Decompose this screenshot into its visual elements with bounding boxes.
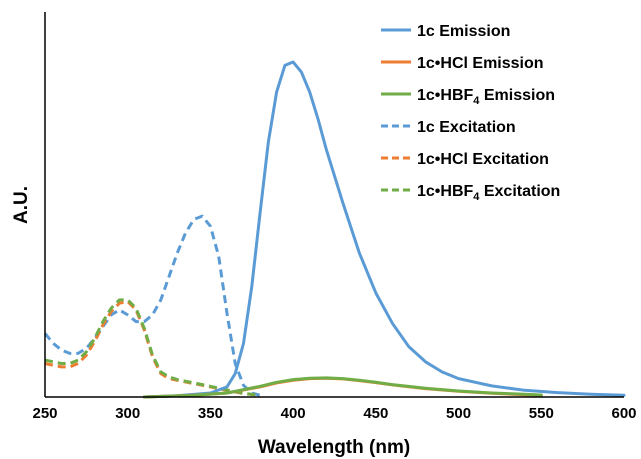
x-tick-label-450: 450: [363, 405, 388, 422]
x-tick-label-600: 600: [611, 405, 636, 422]
series-line-1c-hbf4-emission: [142, 376, 543, 399]
x-tick-label-550: 550: [529, 405, 554, 422]
x-tick-label-300: 300: [115, 405, 140, 422]
x-tick-label-500: 500: [446, 405, 471, 422]
x-axis-title: Wavelength (nm): [258, 437, 410, 458]
legend-label-1c-hcl-excitation: 1c•HCl Excitation: [417, 151, 549, 168]
x-tick-label-250: 250: [32, 405, 57, 422]
legend-label-1c-hbf4-excitation: 1c•HBF4 Excitation: [417, 183, 560, 203]
legend: 1c Emission 1c•HCl Emission 1c•HBF4 Emissi…: [381, 23, 560, 203]
legend-item-1c-hcl-excitation: 1c•HCl Excitation: [381, 151, 549, 168]
x-tick-label-350: 350: [198, 405, 223, 422]
y-axis-title: A.U.: [11, 186, 32, 224]
legend-item-1c-hcl-emission: 1c•HCl Emission: [381, 55, 544, 72]
legend-item-1c-hbf4-excitation: 1c•HBF4 Excitation: [381, 183, 560, 203]
series-line-1c-excitation: [43, 214, 261, 397]
legend-label-1c-excitation: 1c Excitation: [417, 119, 516, 136]
series-line-1c-hbf4-excitation: [44, 298, 261, 397]
legend-item-1c-emission: 1c Emission: [381, 23, 510, 40]
x-tick-label-400: 400: [281, 405, 306, 422]
legend-item-1c-hbf4-emission: 1c•HBF4 Emission: [381, 87, 555, 107]
series-line-1c-emission: [142, 60, 626, 399]
series-layer: [43, 60, 626, 399]
legend-label-1c-hbf4-emission: 1c•HBF4 Emission: [417, 87, 555, 107]
legend-label-1c-emission: 1c Emission: [417, 23, 510, 40]
legend-label-1c-hcl-emission: 1c•HCl Emission: [417, 55, 544, 72]
legend-item-1c-excitation: 1c Excitation: [381, 119, 516, 136]
x-tick-labels: 250 300 350 400 450 500 550 600: [32, 405, 636, 422]
